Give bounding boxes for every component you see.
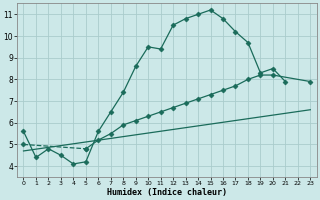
X-axis label: Humidex (Indice chaleur): Humidex (Indice chaleur): [107, 188, 227, 197]
